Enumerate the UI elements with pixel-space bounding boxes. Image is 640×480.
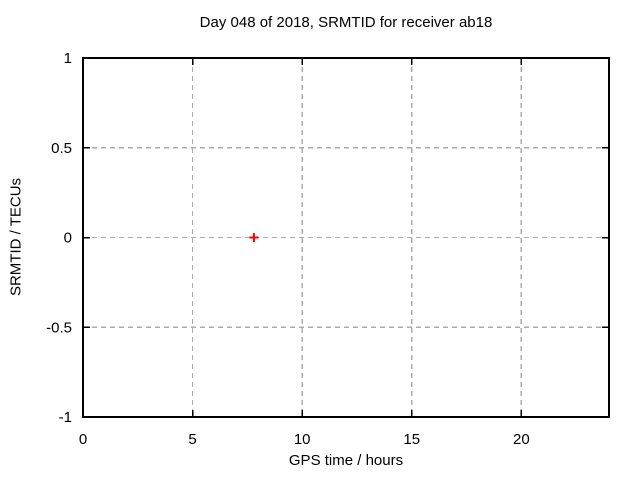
chart-title: Day 048 of 2018, SRMTID for receiver ab1… [199, 14, 493, 31]
y-tick-label: -0.5 [46, 319, 72, 336]
y-tick-label: 0.5 [51, 140, 72, 157]
x-axis-label: GPS time / hours [288, 452, 404, 469]
x-tick-label: 10 [294, 431, 311, 448]
y-tick-label: 1 [64, 50, 72, 67]
y-tick-label: -1 [59, 409, 72, 426]
y-tick-label: 0 [64, 230, 72, 247]
x-tick-label: 20 [513, 431, 530, 448]
plot-border [82, 57, 610, 418]
x-tick-label: 0 [79, 431, 87, 448]
x-tick-label: 15 [403, 431, 420, 448]
x-tick-label: 5 [188, 431, 196, 448]
